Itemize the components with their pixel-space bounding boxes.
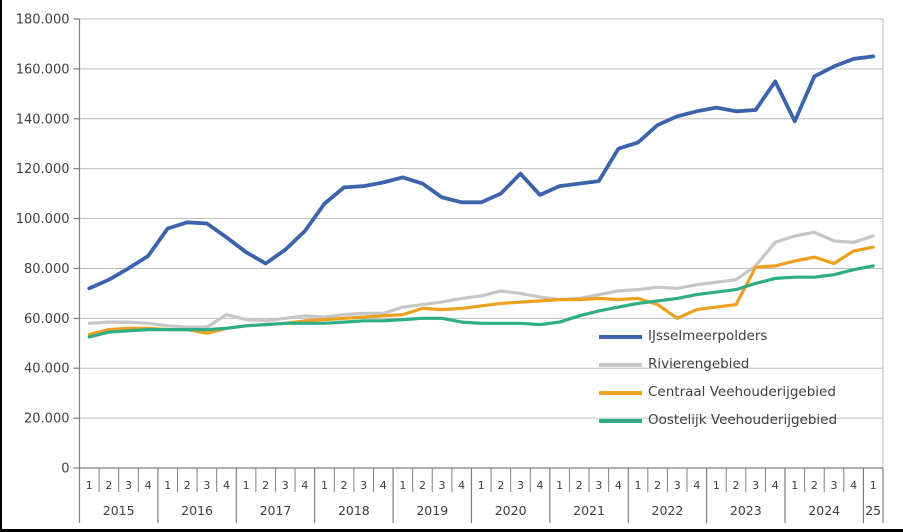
svg-text:4: 4	[458, 479, 465, 492]
svg-text:2: 2	[576, 479, 583, 492]
legend-line-swatch	[599, 363, 642, 367]
svg-text:2: 2	[184, 479, 191, 492]
svg-text:2023: 2023	[730, 503, 762, 518]
svg-text:3: 3	[595, 479, 602, 492]
svg-text:2017: 2017	[260, 503, 292, 518]
legend-item-oostelijk-veehouderijgebied: Oostelijk Veehouderijgebied	[599, 407, 837, 435]
legend-item-ijsselmeerpolders: IJsselmeerpolders	[599, 323, 837, 351]
svg-text:4: 4	[850, 479, 857, 492]
svg-text:1: 1	[399, 479, 406, 492]
svg-text:2: 2	[419, 479, 426, 492]
svg-text:4: 4	[615, 479, 622, 492]
svg-text:3: 3	[752, 479, 759, 492]
svg-text:4: 4	[145, 479, 152, 492]
svg-text:2: 2	[811, 479, 818, 492]
svg-text:180.000: 180.000	[16, 13, 70, 28]
svg-text:40.000: 40.000	[24, 362, 70, 377]
svg-text:1: 1	[478, 479, 485, 492]
svg-text:2015: 2015	[103, 503, 135, 518]
legend-item-rivierengebied: Rivierengebied	[599, 351, 837, 379]
svg-text:4: 4	[301, 479, 308, 492]
legend-label: Oostelijk Veehouderijgebied	[648, 412, 838, 429]
svg-text:100.000: 100.000	[16, 212, 70, 227]
legend-line-swatch	[599, 419, 642, 423]
svg-text:2: 2	[733, 479, 740, 492]
svg-text:3: 3	[674, 479, 681, 492]
svg-text:3: 3	[439, 479, 446, 492]
legend-line-swatch	[599, 391, 642, 395]
svg-text:1: 1	[791, 479, 798, 492]
legend-label: Centraal Veehouderijgebied	[648, 384, 836, 401]
legend-label: IJsselmeerpolders	[648, 328, 768, 345]
svg-text:3: 3	[831, 479, 838, 492]
svg-text:2021: 2021	[573, 503, 605, 518]
svg-text:1: 1	[556, 479, 563, 492]
svg-text:1: 1	[321, 479, 328, 492]
svg-text:120.000: 120.000	[16, 162, 70, 177]
svg-text:2: 2	[105, 479, 112, 492]
svg-text:0: 0	[61, 462, 69, 477]
svg-text:1: 1	[164, 479, 171, 492]
legend-label: Rivierengebied	[648, 356, 750, 373]
svg-text:4: 4	[693, 479, 700, 492]
svg-text:3: 3	[203, 479, 210, 492]
svg-text:1: 1	[635, 479, 642, 492]
svg-text:2016: 2016	[181, 503, 213, 518]
svg-text:140.000: 140.000	[16, 112, 70, 127]
svg-text:2: 2	[262, 479, 269, 492]
svg-text:2: 2	[341, 479, 348, 492]
svg-text:4: 4	[380, 479, 387, 492]
svg-text:1: 1	[713, 479, 720, 492]
svg-text:1: 1	[243, 479, 250, 492]
svg-text:3: 3	[517, 479, 524, 492]
svg-text:80.000: 80.000	[24, 262, 70, 277]
svg-text:1: 1	[86, 479, 93, 492]
svg-text:20.000: 20.000	[24, 412, 70, 427]
svg-text:2024: 2024	[808, 503, 840, 518]
svg-text:3: 3	[282, 479, 289, 492]
svg-text:2: 2	[654, 479, 661, 492]
svg-text:3: 3	[125, 479, 132, 492]
svg-text:25: 25	[865, 503, 881, 518]
legend-item-centraal-veehouderijgebied: Centraal Veehouderijgebied	[599, 379, 837, 407]
svg-text:2022: 2022	[652, 503, 684, 518]
svg-text:3: 3	[360, 479, 367, 492]
legend-line-swatch	[599, 335, 642, 339]
svg-text:160.000: 160.000	[16, 62, 70, 77]
legend: IJsselmeerpolders Rivierengebied Centraa…	[599, 323, 837, 435]
svg-text:2: 2	[497, 479, 504, 492]
svg-text:1: 1	[870, 479, 877, 492]
svg-text:4: 4	[223, 479, 230, 492]
svg-text:2019: 2019	[416, 503, 448, 518]
svg-text:4: 4	[537, 479, 544, 492]
svg-text:2020: 2020	[495, 503, 527, 518]
svg-text:4: 4	[772, 479, 779, 492]
svg-text:2018: 2018	[338, 503, 370, 518]
svg-text:60.000: 60.000	[24, 312, 70, 327]
